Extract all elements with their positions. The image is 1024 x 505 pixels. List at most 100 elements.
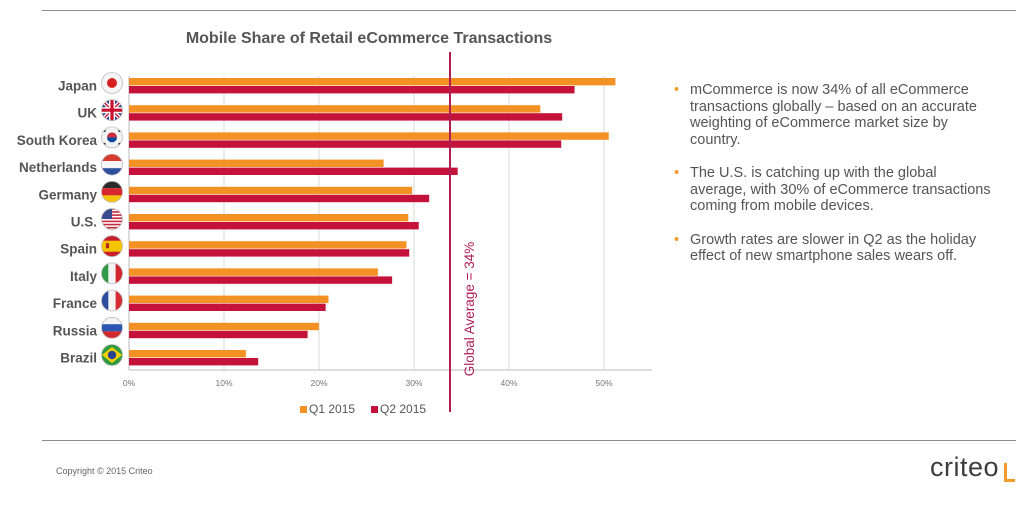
flag-clip xyxy=(101,72,123,94)
flag-cross-red xyxy=(101,99,123,121)
bar-q1 xyxy=(129,78,616,86)
flag-border xyxy=(101,316,123,339)
japan-flag-icon xyxy=(101,72,123,94)
bar-q2 xyxy=(129,140,562,148)
south-korea-flag-icon xyxy=(101,126,123,149)
category-label: Spain xyxy=(60,242,97,257)
flag-stripe xyxy=(101,168,123,176)
flag-clip xyxy=(101,154,123,176)
flag-taegeuk-top xyxy=(107,132,117,138)
bar-q2 xyxy=(129,86,575,94)
bar-q1 xyxy=(129,159,384,167)
flag-stripe xyxy=(101,240,123,252)
flag-clip xyxy=(101,208,123,229)
x-tick-label: 10% xyxy=(215,378,232,388)
logo-mark-icon xyxy=(1004,463,1015,482)
bar-q2 xyxy=(129,358,259,366)
flag-border xyxy=(101,235,123,258)
bar-q2 xyxy=(129,249,410,257)
copyright-text: Copyright © 2015 Criteo xyxy=(56,466,153,476)
bar-q1 xyxy=(129,186,413,195)
bar-q2 xyxy=(129,194,430,203)
flag-globe xyxy=(107,350,117,360)
flag-stripe xyxy=(101,324,123,332)
category-label: South Korea xyxy=(17,133,98,148)
category-label: Japan xyxy=(58,79,97,94)
brazil-flag-icon xyxy=(101,344,123,366)
criteo-logo: criteo xyxy=(930,452,1000,482)
x-tick-label: 40% xyxy=(500,378,517,388)
x-tick-label: 50% xyxy=(595,378,612,388)
flag-stripe xyxy=(101,181,123,189)
flag-border xyxy=(101,126,123,149)
bar-q2 xyxy=(129,276,393,284)
bar-q2 xyxy=(129,303,326,311)
flag-taegeuk-bottom xyxy=(107,137,117,143)
flag-canton xyxy=(101,208,112,219)
flag-clip xyxy=(101,317,123,339)
germany-flag-icon xyxy=(101,180,123,203)
insight-text: Growth rates are slower in Q2 as the hol… xyxy=(690,231,977,265)
insight-text: mCommerce is now 34% of all eCommerce tr… xyxy=(690,82,977,148)
bar-q1 xyxy=(129,214,409,222)
flag-border xyxy=(101,344,123,366)
flag-border xyxy=(101,262,123,285)
france-flag-icon xyxy=(101,289,123,312)
bullet-marker: • xyxy=(674,82,680,98)
insight-item: • Growth rates are slower in Q2 as the ho… xyxy=(674,232,994,265)
flag-stripe xyxy=(101,223,123,226)
flag-stripe xyxy=(101,161,123,169)
category-label: Brazil xyxy=(60,351,97,366)
bar-q2 xyxy=(129,167,458,175)
bullet-marker: • xyxy=(674,165,680,181)
top-rule xyxy=(42,10,1016,11)
bar-q2 xyxy=(129,330,308,339)
flag-emblem xyxy=(106,243,109,249)
global-average-label: Global Average = 34% xyxy=(462,242,477,376)
category-label: Germany xyxy=(38,187,97,202)
legend-swatch xyxy=(371,406,378,413)
flag-border xyxy=(101,99,123,122)
bottom-rule xyxy=(42,440,1016,441)
flag-stripe xyxy=(101,290,109,312)
insights-list: • mCommerce is now 34% of all eCommerce t… xyxy=(674,82,994,282)
x-tick-label: 30% xyxy=(405,378,422,388)
flag-stripe xyxy=(115,262,123,284)
x-tick-label: 20% xyxy=(310,378,327,388)
bar-q2 xyxy=(129,222,419,230)
flag-clip xyxy=(101,290,123,312)
bar-q2 xyxy=(129,113,563,121)
flag-stripe xyxy=(101,195,123,203)
russia-flag-icon xyxy=(101,316,123,339)
bar-q1 xyxy=(129,268,378,276)
category-label: Italy xyxy=(70,269,98,284)
flag-stripe xyxy=(108,262,116,284)
flag-border xyxy=(101,180,123,203)
bar-q1 xyxy=(129,295,329,303)
flag-border xyxy=(101,208,123,230)
flag-clip xyxy=(101,235,123,257)
flag-stripe xyxy=(108,290,116,312)
flag-stripe xyxy=(101,317,123,325)
flag-border xyxy=(101,153,123,176)
legend-label: Q1 2015 xyxy=(309,402,355,416)
bar-q1 xyxy=(129,132,609,140)
bar-q1 xyxy=(129,322,319,331)
uk-flag-icon xyxy=(101,99,123,122)
flag-clip xyxy=(101,344,123,366)
us-flag-icon xyxy=(101,208,123,230)
spain-flag-icon xyxy=(101,235,123,258)
flag-stripe xyxy=(115,290,123,312)
bullet-marker: • xyxy=(674,231,680,248)
category-label: U.S. xyxy=(71,215,97,230)
italy-flag-icon xyxy=(101,262,123,285)
flag-stripe xyxy=(101,154,123,161)
flag-stripe xyxy=(101,331,123,339)
flag-stripe xyxy=(101,226,123,229)
category-label: France xyxy=(53,296,98,311)
flag-stripe xyxy=(101,188,123,196)
legend-swatch xyxy=(300,406,307,413)
category-label: Netherlands xyxy=(19,160,97,175)
category-label: Russia xyxy=(53,323,98,338)
insight-item: • The U.S. is catching up with the global… xyxy=(674,165,994,215)
